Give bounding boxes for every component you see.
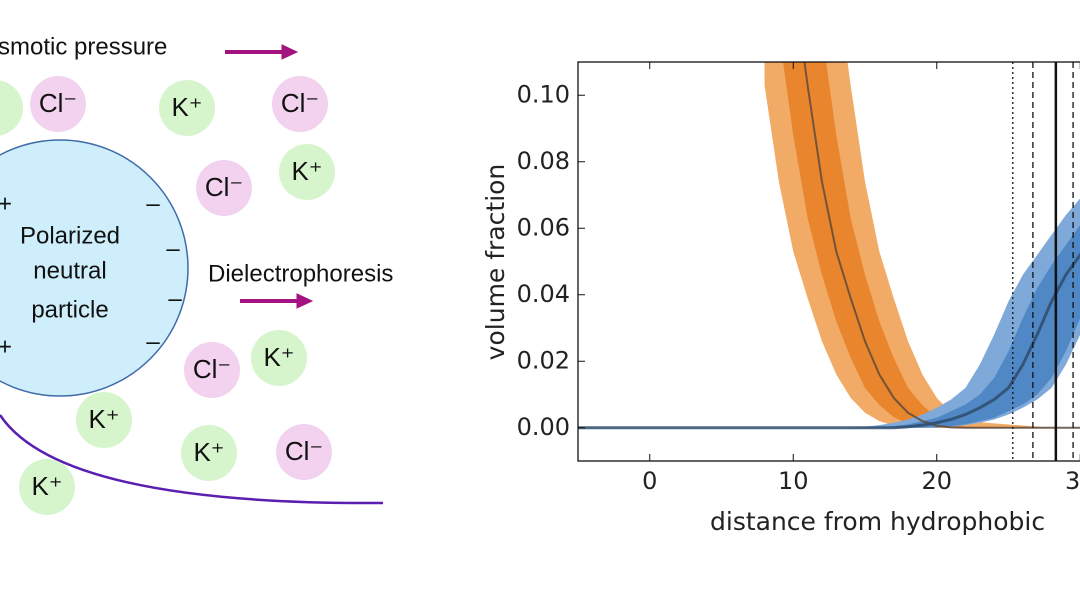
ion-label: Cl⁻ bbox=[281, 88, 319, 118]
ion bbox=[159, 80, 215, 136]
ion-label: Cl⁻ bbox=[205, 172, 243, 202]
arrows bbox=[225, 44, 314, 309]
particle bbox=[0, 139, 189, 397]
ion-label: K⁺ bbox=[171, 92, 202, 122]
ion bbox=[181, 425, 237, 481]
charge-sign: – bbox=[146, 190, 160, 217]
y-tick-label: 0.04 bbox=[517, 280, 570, 308]
ion bbox=[272, 76, 328, 132]
y-tick-label: 0.00 bbox=[517, 413, 570, 441]
charge-sign: + bbox=[0, 190, 12, 217]
surface-curve bbox=[0, 414, 384, 505]
plot-frame bbox=[577, 61, 1080, 462]
y-axis-label: volume fraction bbox=[481, 164, 510, 361]
ion-label: K⁺ bbox=[31, 471, 62, 501]
particle-label: particle bbox=[31, 296, 108, 323]
ion bbox=[76, 392, 132, 448]
x-tick-label: 20 bbox=[921, 467, 952, 495]
x-tick-label: 10 bbox=[778, 467, 809, 495]
ion bbox=[276, 424, 332, 480]
ion-label: K⁺ bbox=[263, 342, 294, 372]
arrow-head bbox=[281, 44, 299, 60]
center-line bbox=[803, 62, 1080, 429]
ion bbox=[30, 76, 86, 132]
ion bbox=[279, 144, 335, 200]
ion-label: Cl⁻ bbox=[193, 354, 231, 384]
charge-sign: – bbox=[146, 328, 160, 355]
ion-label: K⁺ bbox=[291, 156, 322, 186]
ion bbox=[19, 459, 75, 515]
ion bbox=[0, 80, 23, 136]
osmotic-label: smotic pressure bbox=[0, 33, 167, 60]
ion-label: K⁺ bbox=[193, 437, 224, 467]
ion bbox=[251, 330, 307, 386]
y-tick-label: 0.08 bbox=[517, 147, 570, 175]
charge-sign: – bbox=[168, 285, 182, 312]
x-axis-label: distance from hydrophobic bbox=[710, 507, 1045, 536]
x-tick-label: 30 bbox=[1065, 467, 1080, 495]
particle-label: Polarized bbox=[20, 222, 120, 249]
center-line bbox=[578, 252, 1080, 430]
chart: volume fraction distance from hydrophobi… bbox=[481, 61, 1080, 536]
charge-sign: – bbox=[166, 235, 180, 262]
ion-label: K⁺ bbox=[88, 404, 119, 434]
arrow-head bbox=[296, 293, 314, 309]
particle-label: neutral bbox=[33, 257, 106, 284]
diagram: Polarized neutral particle smotic pressu… bbox=[0, 33, 393, 515]
plot-area bbox=[578, 62, 1080, 461]
ion bbox=[196, 160, 252, 216]
ion bbox=[184, 342, 240, 398]
dep-label: Dielectrophoresis bbox=[208, 260, 393, 287]
y-tick-label: 0.06 bbox=[517, 213, 570, 241]
y-tick-label: 0.02 bbox=[517, 346, 570, 374]
x-tick-label: 0 bbox=[642, 467, 657, 495]
y-tick-label: 0.10 bbox=[517, 80, 570, 108]
ion-label: Cl⁻ bbox=[285, 436, 323, 466]
ion-label: Cl⁻ bbox=[39, 88, 77, 118]
charge-sign: + bbox=[0, 333, 12, 360]
inner-band bbox=[783, 62, 1080, 428]
